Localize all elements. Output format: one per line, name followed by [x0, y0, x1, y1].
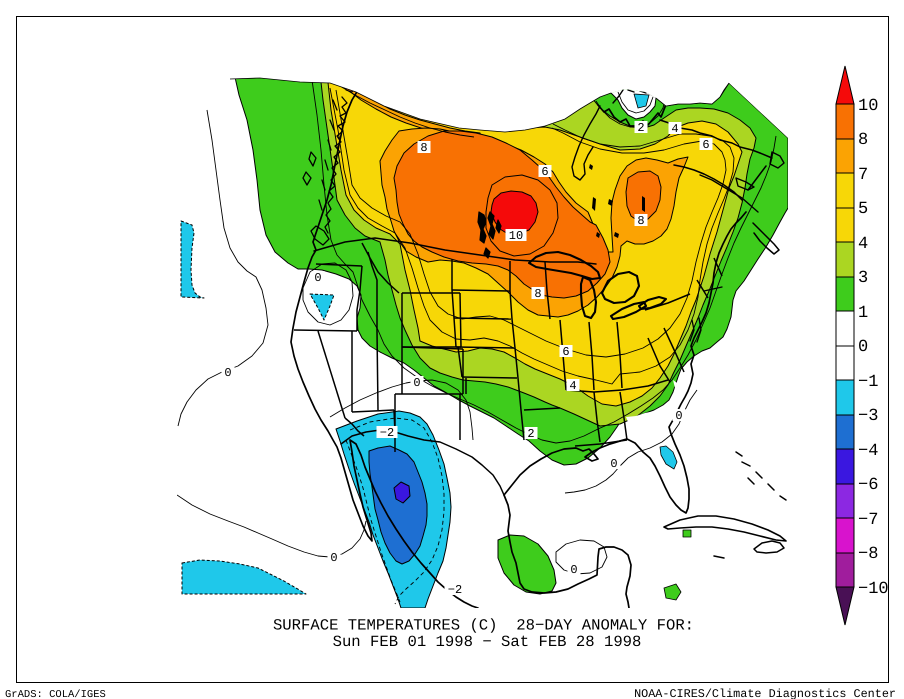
svg-text:−2: −2 [448, 583, 462, 597]
svg-text:GrADS: COLA/IGES: GrADS: COLA/IGES [5, 689, 106, 699]
svg-text:−6: −6 [858, 476, 878, 495]
svg-text:8: 8 [858, 131, 868, 150]
svg-text:0: 0 [610, 457, 617, 471]
svg-text:0: 0 [314, 271, 321, 285]
svg-text:−7: −7 [858, 511, 878, 530]
svg-text:3: 3 [858, 269, 868, 288]
svg-text:6: 6 [702, 138, 709, 152]
svg-text:10: 10 [509, 229, 523, 243]
svg-text:SURFACE TEMPERATURES (C) 28−D: SURFACE TEMPERATURES (C) 28−DAY ANOMALY … [273, 617, 694, 635]
svg-text:1: 1 [858, 304, 868, 323]
svg-text:−8: −8 [858, 545, 878, 564]
svg-text:0: 0 [330, 551, 337, 565]
svg-text:8: 8 [420, 141, 427, 155]
svg-text:4: 4 [858, 235, 868, 254]
svg-text:7: 7 [858, 166, 868, 185]
svg-text:8: 8 [534, 287, 541, 301]
svg-text:4: 4 [671, 122, 678, 136]
svg-text:0: 0 [413, 376, 420, 390]
svg-text:Sun FEB 01 1998 − Sat FEB 28 1: Sun FEB 01 1998 − Sat FEB 28 1998 [333, 633, 642, 651]
svg-text:0: 0 [570, 563, 577, 577]
svg-text:−2: −2 [380, 426, 394, 440]
svg-text:8: 8 [637, 214, 644, 228]
svg-text:−3: −3 [858, 407, 878, 426]
svg-text:6: 6 [541, 165, 548, 179]
svg-text:−4: −4 [858, 442, 878, 461]
svg-text:−1: −1 [858, 373, 878, 392]
svg-text:2: 2 [637, 121, 644, 135]
svg-text:6: 6 [562, 345, 569, 359]
svg-text:−10: −10 [858, 580, 889, 599]
svg-text:0: 0 [858, 338, 868, 357]
svg-text:0: 0 [675, 409, 682, 423]
svg-text:10: 10 [858, 97, 878, 116]
svg-text:4: 4 [569, 379, 576, 393]
svg-text:0: 0 [224, 366, 231, 380]
svg-text:5: 5 [858, 200, 868, 219]
svg-text:2: 2 [527, 427, 534, 441]
svg-text:NOAA-CIRES/Climate Diagnostics: NOAA-CIRES/Climate Diagnostics Center [634, 687, 896, 699]
